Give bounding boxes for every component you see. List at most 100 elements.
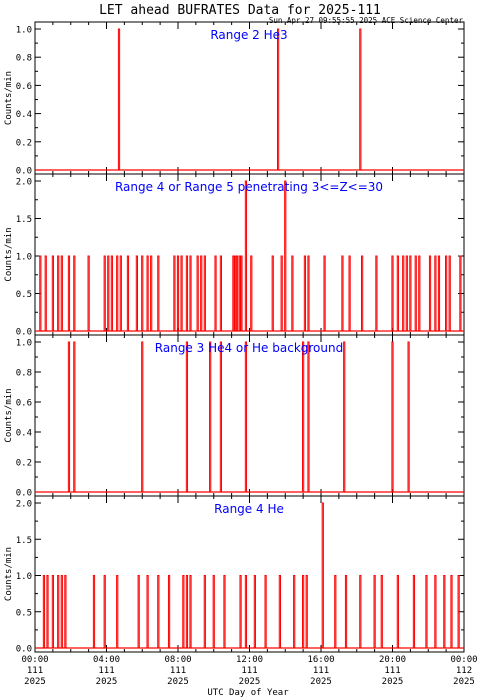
data-spike	[359, 575, 362, 648]
y-tick-label: 0.4	[16, 110, 32, 120]
data-spike	[180, 255, 183, 331]
data-spike	[359, 28, 362, 170]
data-spike	[334, 575, 337, 648]
data-spike	[117, 28, 121, 170]
data-spike	[189, 255, 192, 331]
y-axis-label: Counts/min	[4, 547, 14, 601]
data-spike	[302, 575, 305, 648]
data-spike	[418, 255, 421, 331]
x-tick-doy: 111	[98, 666, 114, 676]
data-spike	[341, 255, 344, 331]
panel-title: Range 4 He	[214, 502, 284, 516]
x-tick-doy: 111	[170, 666, 186, 676]
data-spike	[305, 575, 308, 648]
data-spike	[103, 575, 106, 648]
panel-title: Range 4 or Range 5 penetrating 3<=Z<=30	[115, 180, 383, 194]
y-tick-label: 1.0	[16, 26, 32, 36]
data-spike	[405, 255, 408, 331]
data-spike	[185, 575, 189, 648]
x-tick-year: 2025	[382, 677, 404, 687]
data-spike	[200, 255, 203, 331]
panel-2: 0.0 0.5 1.0 1.5 2.0 Counts/min Range 4 or Rang…	[4, 173, 465, 338]
y-tick-label: 2.0	[16, 500, 32, 510]
data-spike	[189, 575, 192, 648]
data-spike	[307, 341, 310, 492]
data-spike	[92, 575, 96, 648]
data-spike	[321, 502, 324, 648]
data-spike	[119, 255, 122, 331]
y-axis-label: Counts/min	[4, 71, 14, 125]
x-tick-time: 20:00	[379, 655, 406, 665]
data-spike	[323, 255, 326, 331]
x-tick-year: 2025	[167, 677, 189, 687]
y-tick-label: 0.0	[16, 167, 32, 177]
chart-title: LET ahead BUFRATES Data for 2025-111	[99, 3, 381, 18]
data-spike	[240, 255, 243, 331]
data-spike	[219, 255, 222, 331]
y-axis-label: Counts/min	[4, 227, 14, 281]
data-spike	[344, 575, 348, 648]
x-tick-time: 08:00	[164, 655, 191, 665]
data-spike	[391, 341, 394, 492]
data-spike	[293, 575, 296, 648]
data-spike	[116, 575, 119, 648]
data-spike	[73, 255, 76, 331]
data-spike	[185, 341, 189, 492]
data-spike	[126, 255, 130, 331]
data-spike	[44, 255, 47, 331]
data-spike	[244, 180, 248, 331]
data-spike	[214, 255, 217, 331]
data-spike	[64, 575, 67, 648]
x-tick-time: 04:00	[93, 655, 120, 665]
data-spike	[150, 255, 153, 331]
x-tick-doy: 112	[456, 666, 472, 676]
data-spike	[203, 255, 206, 331]
data-spike	[380, 575, 383, 648]
data-spike	[60, 575, 63, 648]
data-spike	[278, 575, 281, 648]
data-spike	[185, 255, 189, 331]
data-spike	[73, 341, 76, 492]
data-spike	[244, 341, 248, 492]
data-spike	[42, 575, 46, 648]
y-tick-label: 0.0	[16, 645, 32, 655]
data-spike	[443, 575, 446, 648]
x-tick-doy: 111	[241, 666, 257, 676]
data-spike	[396, 575, 399, 648]
x-tick-doy: 111	[384, 666, 400, 676]
data-spike	[450, 575, 453, 648]
y-tick-label: 0.6	[16, 82, 32, 92]
x-tick-doy: 111	[313, 666, 329, 676]
data-spike	[307, 255, 310, 331]
data-spike	[264, 575, 267, 648]
y-tick-label: 2.0	[16, 178, 32, 188]
y-tick-label: 1.0	[16, 339, 32, 349]
data-spike	[103, 255, 106, 331]
data-spike	[107, 255, 110, 331]
data-spike	[428, 255, 432, 331]
timestamp: Sun Apr 27 09:55:55 2025 ACE Science Cen…	[269, 16, 464, 25]
y-tick-label: 1.5	[16, 536, 32, 546]
data-spike	[60, 255, 63, 331]
data-spike	[303, 255, 307, 331]
y-tick-label: 0.6	[16, 399, 32, 409]
data-spike	[51, 255, 54, 331]
x-tick-year: 2025	[239, 677, 261, 687]
y-axis-label: Counts/min	[4, 388, 14, 442]
data-spike	[196, 255, 199, 331]
x-tick-year: 2025	[96, 677, 118, 687]
y-tick-label: 0.8	[16, 369, 32, 379]
data-spike	[445, 255, 448, 331]
data-spike	[361, 255, 364, 331]
data-spike	[402, 255, 405, 331]
data-spike	[110, 255, 113, 331]
data-spike	[375, 255, 378, 331]
x-tick-doy: 111	[27, 666, 43, 676]
y-tick-label: 0.5	[16, 290, 32, 300]
data-spike	[135, 255, 138, 331]
data-spike	[407, 341, 410, 492]
data-spike	[277, 28, 280, 170]
data-spike	[391, 255, 394, 331]
y-tick-label: 1.0	[16, 253, 32, 263]
data-spike	[67, 255, 71, 331]
